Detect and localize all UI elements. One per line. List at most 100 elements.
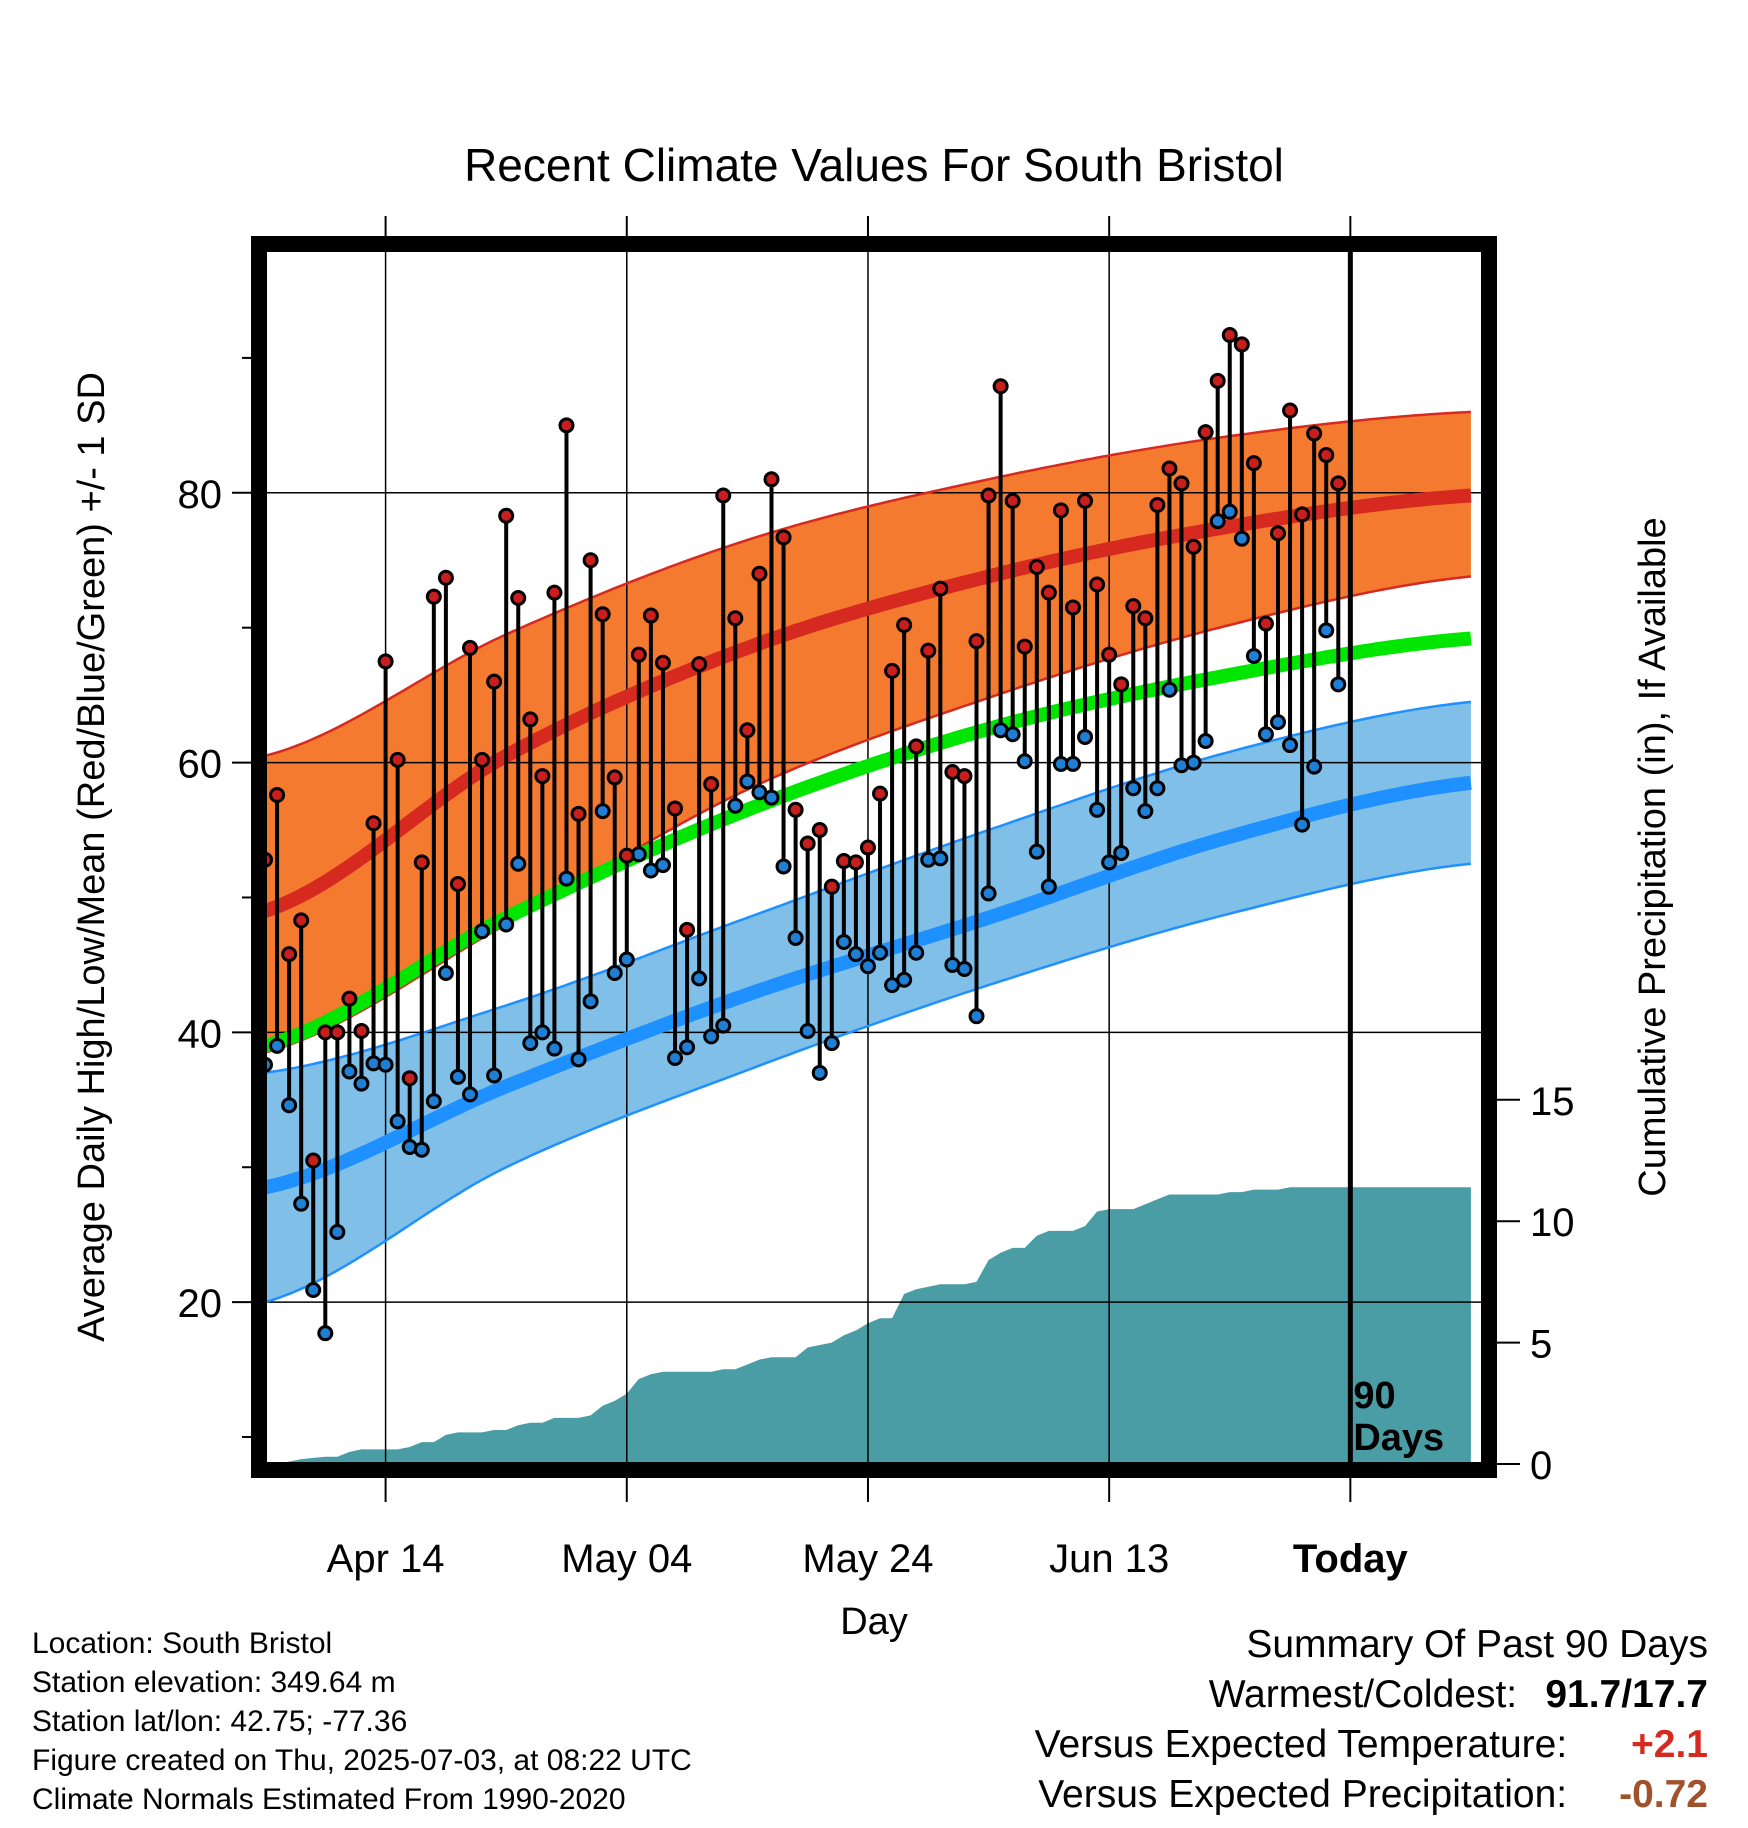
daily-low-point xyxy=(1149,780,1166,797)
daily-high-point xyxy=(763,471,780,488)
daily-low-point xyxy=(859,958,876,975)
temp-label: Versus Expected Temperature: xyxy=(1034,1723,1568,1766)
daily-low-point xyxy=(799,1023,816,1040)
daily-low-point xyxy=(1028,843,1045,860)
daily-high-point xyxy=(1318,447,1335,464)
daily-high-point xyxy=(1197,424,1214,441)
daily-low-point xyxy=(727,797,744,814)
daily-high-point xyxy=(787,801,804,818)
daily-high-point xyxy=(896,616,913,633)
daily-high-point xyxy=(1052,502,1069,519)
daily-high-point xyxy=(1149,496,1166,513)
daily-low-point xyxy=(486,1067,503,1084)
daily-low-point xyxy=(1318,622,1335,639)
daily-high-point xyxy=(582,552,599,569)
daily-high-point xyxy=(1257,615,1274,632)
x-axis-label: Day xyxy=(840,1601,908,1643)
daily-low-point xyxy=(691,970,708,987)
y-axis-label-right: Cumulative Precipitation (in), If Availa… xyxy=(1632,517,1674,1196)
daily-low-point xyxy=(437,965,454,982)
daily-high-point xyxy=(703,776,720,793)
daily-low-point xyxy=(1294,816,1311,833)
daily-high-point xyxy=(401,1070,418,1087)
daily-high-point xyxy=(498,507,515,524)
station-elevation: Station elevation: 349.64 m xyxy=(32,1666,396,1699)
daily-low-point xyxy=(269,1037,286,1054)
daily-low-point xyxy=(1269,714,1286,731)
daily-low-point xyxy=(1245,648,1262,665)
daily-low-point xyxy=(1221,503,1238,520)
daily-high-point xyxy=(1016,638,1033,655)
daily-high-point xyxy=(980,487,997,504)
daily-high-point xyxy=(618,847,635,864)
daily-low-point xyxy=(654,857,671,874)
daily-low-point xyxy=(449,1068,466,1085)
daily-points-layer xyxy=(265,326,1347,1342)
daily-high-point xyxy=(956,768,973,785)
daily-low-point xyxy=(908,944,925,961)
precip-label: Versus Expected Precipitation: xyxy=(1038,1773,1568,1816)
today-days-label-line: Days xyxy=(1353,1417,1444,1459)
daily-high-point xyxy=(570,805,587,822)
daily-stems-layer xyxy=(265,334,1341,1334)
daily-high-point xyxy=(389,751,406,768)
summary-precip: Versus Expected Precipitation: -0.72 xyxy=(1035,1770,1708,1820)
station-info: Location: South Bristol Station elevatio… xyxy=(32,1624,692,1819)
daily-high-point xyxy=(799,835,816,852)
daily-low-point xyxy=(329,1223,346,1240)
daily-high-point xyxy=(751,565,768,582)
normal-high-line xyxy=(265,488,1472,918)
daily-high-point xyxy=(727,610,744,627)
daily-high-point xyxy=(715,487,732,504)
daily-high-point xyxy=(642,607,659,624)
daily-low-point xyxy=(787,929,804,946)
daily-low-point xyxy=(968,1008,985,1025)
daily-low-point xyxy=(811,1064,828,1081)
daily-low-point xyxy=(389,1113,406,1130)
daily-low-point xyxy=(679,1039,696,1056)
daily-low-point xyxy=(498,916,515,933)
daily-low-point xyxy=(474,923,491,940)
daily-low-point xyxy=(1016,753,1033,770)
daily-low-point xyxy=(1306,758,1323,775)
daily-low-point xyxy=(1233,530,1250,547)
daily-high-point xyxy=(1294,506,1311,523)
station-latlon: Station lat/lon: 42.75; -77.36 xyxy=(32,1705,408,1738)
y-tick-label-left: 40 xyxy=(178,1012,223,1056)
daily-high-point xyxy=(425,588,442,605)
plot-area xyxy=(265,250,1483,1464)
daily-high-point xyxy=(305,1152,322,1169)
daily-low-point xyxy=(1004,726,1021,743)
daily-high-point xyxy=(1125,598,1142,615)
summary-warm-cold: Warmest/Coldest: 91.7/17.7 xyxy=(1035,1670,1708,1720)
x-axis: Apr 14 May 04 May 24 Jun 13 Today xyxy=(327,216,1409,1581)
daily-low-point xyxy=(896,971,913,988)
daily-low-point xyxy=(413,1141,430,1158)
daily-high-point xyxy=(377,653,394,670)
summary-heading: Summary Of Past 90 Days xyxy=(1246,1623,1708,1666)
daily-low-point xyxy=(1257,726,1274,743)
daily-low-point xyxy=(1161,681,1178,698)
daily-high-point xyxy=(365,815,382,832)
daily-low-point xyxy=(1197,732,1214,749)
daily-high-point xyxy=(1161,460,1178,477)
x-tick-label: Today xyxy=(1293,1537,1409,1581)
y-axis-label-left: Average Daily High/Low/Mean (Red/Blue/Gr… xyxy=(71,372,113,1342)
precip-value: -0.72 xyxy=(1619,1773,1708,1816)
daily-high-point xyxy=(1233,336,1250,353)
daily-low-point xyxy=(932,850,949,867)
today-days-label-line: 90 xyxy=(1353,1375,1395,1417)
chart-title: Recent Climate Values For South Bristol xyxy=(464,139,1284,191)
figure-created: Figure created on Thu, 2025-07-03, at 08… xyxy=(32,1744,692,1777)
daily-low-point xyxy=(1064,755,1081,772)
daily-high-point xyxy=(775,529,792,546)
normals-source: Climate Normals Estimated From 1990-2020 xyxy=(32,1783,626,1816)
daily-high-point xyxy=(522,711,539,728)
daily-high-point xyxy=(269,786,286,803)
daily-low-point xyxy=(546,1040,563,1057)
precip-layer xyxy=(277,1187,1471,1464)
daily-high-point xyxy=(872,785,889,802)
y-tick-label-left: 80 xyxy=(178,473,223,517)
daily-low-point xyxy=(715,1017,732,1034)
